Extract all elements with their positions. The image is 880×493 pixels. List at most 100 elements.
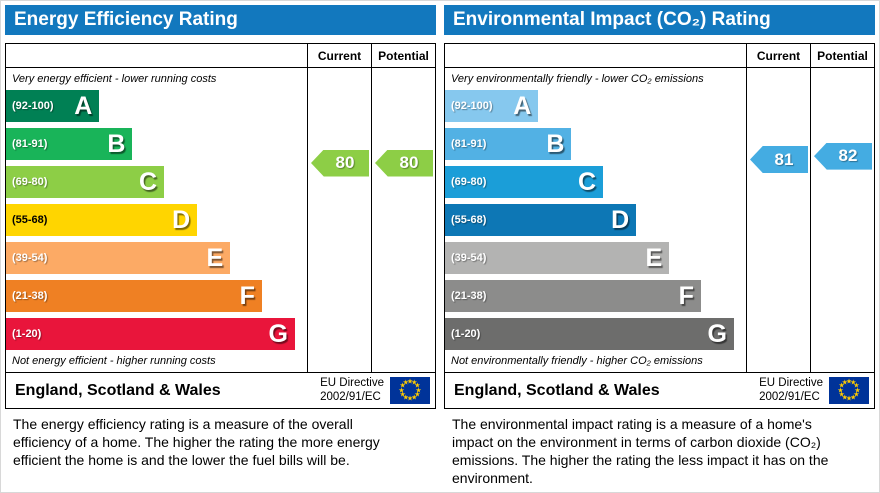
eu-star-icon: ★	[838, 391, 845, 399]
eu-star-icon: ★	[414, 391, 421, 399]
rating-band-row-b: (81-91) B	[6, 125, 307, 163]
band-range-label: (39-54)	[12, 252, 48, 264]
environmental-potential-column-header: Potential	[810, 44, 874, 67]
environmental-region-label: England, Scotland & Wales	[454, 381, 660, 399]
rating-band-f: (21-38) F	[445, 280, 701, 312]
band-letter-label: A	[513, 91, 532, 120]
rating-band-c: (69-80) C	[445, 166, 604, 198]
eu-star-icon: ★	[411, 379, 418, 387]
rating-band-row-d: (55-68) D	[445, 201, 746, 239]
band-range-label: (81-91)	[451, 138, 487, 150]
eu-star-icon: ★	[837, 387, 844, 394]
rating-band-row-b: (81-91) B	[445, 125, 746, 163]
environmental-current-arrow: 81	[750, 146, 808, 174]
environmental-table-header: Current Potential	[445, 44, 874, 68]
rating-band-e: (39-54) E	[6, 242, 231, 274]
band-range-label: (92-100)	[451, 100, 493, 112]
environmental-impact-panel: Environmental Impact (CO₂) Rating Curren…	[444, 5, 875, 488]
environmental-bottom-note: Not environmentally friendly - higher CO…	[451, 355, 703, 367]
rating-band-g: (1-20) G	[6, 318, 295, 350]
band-letter-label: E	[645, 243, 663, 272]
environmental-panel-title: Environmental Impact (CO₂) Rating	[453, 9, 771, 30]
eu-star-icon: ★	[854, 387, 861, 394]
eu-star-icon: ★	[850, 394, 857, 402]
rating-band-row-e: (39-54) E	[6, 239, 307, 277]
rating-band-row-f: (21-38) F	[445, 277, 746, 315]
energy-efficiency-panel: Energy Efficiency Rating Current Potenti…	[5, 5, 436, 488]
eu-star-icon: ★	[402, 394, 409, 402]
band-letter-label: A	[74, 91, 93, 120]
rating-band-c: (69-80) C	[6, 166, 165, 198]
energy-region-label: England, Scotland & Wales	[15, 381, 221, 399]
energy-header-spacer	[6, 44, 307, 67]
band-letter-label: D	[172, 205, 191, 234]
eu-star-icon: ★	[402, 379, 409, 387]
band-letter-label: G	[707, 319, 727, 348]
eu-star-icon: ★	[841, 379, 848, 387]
band-letter-label: D	[611, 205, 630, 234]
environmental-eu-directive-line2: 2002/91/EC	[759, 390, 820, 403]
eu-star-icon: ★	[399, 391, 406, 399]
energy-table-body: Very energy efficient - lower running co…	[6, 68, 435, 372]
band-range-label: (69-80)	[451, 176, 487, 188]
environmental-eu-directive-line1: EU Directive	[759, 376, 823, 389]
eu-star-icon: ★	[853, 382, 860, 390]
energy-table-header: Current Potential	[6, 44, 435, 68]
rating-band-g: (1-20) G	[445, 318, 734, 350]
band-range-label: (1-20)	[12, 328, 42, 340]
energy-eu-directive: EU Directive 2002/91/EC	[320, 377, 384, 405]
rating-band-row-c: (69-80) C	[6, 163, 307, 201]
eu-star-icon: ★	[845, 378, 853, 386]
energy-potential-column-header: Potential	[371, 44, 435, 67]
energy-eu-directive-line1: EU Directive	[320, 376, 384, 389]
energy-rating-table: Current Potential Very energy efficient …	[5, 43, 436, 409]
band-letter-label: B	[107, 129, 126, 158]
environmental-table-body: Very environmentally friendly - lower CO…	[445, 68, 874, 372]
rating-band-a: (92-100) A	[6, 90, 100, 122]
rating-band-f: (21-38) F	[6, 280, 262, 312]
band-range-label: (81-91)	[12, 138, 48, 150]
band-range-label: (92-100)	[12, 100, 54, 112]
band-range-label: (1-20)	[451, 328, 481, 340]
eu-star-icon: ★	[838, 382, 845, 390]
rating-band-row-e: (39-54) E	[445, 239, 746, 277]
energy-description: The energy efficiency rating is a measur…	[13, 416, 380, 468]
eu-flag-icon: ★ ★ ★ ★ ★ ★ ★ ★ ★ ★ ★ ★	[829, 377, 869, 404]
band-letter-label: E	[206, 243, 224, 272]
energy-eu-directive-line2: 2002/91/EC	[320, 390, 381, 403]
eu-star-icon: ★	[406, 395, 414, 403]
energy-bands: (92-100) A (81-91) B (69-80) C (55-68) D (39-54)…	[6, 87, 307, 353]
environmental-current-column: 81	[746, 68, 810, 372]
environmental-panel-header: Environmental Impact (CO₂) Rating	[444, 5, 875, 35]
eu-star-icon: ★	[841, 394, 848, 402]
energy-top-note: Very energy efficient - lower running co…	[12, 73, 217, 85]
rating-band-row-g: (1-20) G	[445, 315, 746, 353]
environmental-rating-table: Current Potential Very environmentally f…	[444, 43, 875, 409]
band-range-label: (55-68)	[451, 214, 487, 226]
eu-star-icon: ★	[414, 382, 421, 390]
energy-panel-header: Energy Efficiency Rating	[5, 5, 436, 35]
environmental-description: The environmental impact rating is a mea…	[452, 416, 829, 486]
environmental-potential-column: 82	[810, 68, 874, 372]
eu-star-icon: ★	[853, 391, 860, 399]
energy-table-footer: England, Scotland & Wales EU Directive 2…	[6, 372, 435, 408]
environmental-chart-area: Very environmentally friendly - lower CO…	[445, 68, 746, 372]
band-range-label: (21-38)	[12, 290, 48, 302]
rating-panels: Energy Efficiency Rating Current Potenti…	[5, 5, 875, 488]
rating-band-d: (55-68) D	[445, 204, 637, 236]
energy-potential-column: 80	[371, 68, 435, 372]
band-letter-label: B	[546, 129, 565, 158]
eu-star-icon: ★	[415, 387, 422, 394]
band-letter-label: F	[239, 281, 255, 310]
environmental-eu-directive: EU Directive 2002/91/EC	[759, 377, 823, 405]
environmental-potential-arrow: 82	[814, 142, 872, 170]
rating-band-e: (39-54) E	[445, 242, 670, 274]
rating-band-b: (81-91) B	[445, 128, 572, 160]
rating-band-d: (55-68) D	[6, 204, 198, 236]
rating-band-b: (81-91) B	[6, 128, 133, 160]
eu-star-icon: ★	[406, 378, 414, 386]
band-range-label: (21-38)	[451, 290, 487, 302]
energy-panel-title: Energy Efficiency Rating	[14, 9, 238, 30]
rating-band-row-a: (92-100) A	[445, 87, 746, 125]
